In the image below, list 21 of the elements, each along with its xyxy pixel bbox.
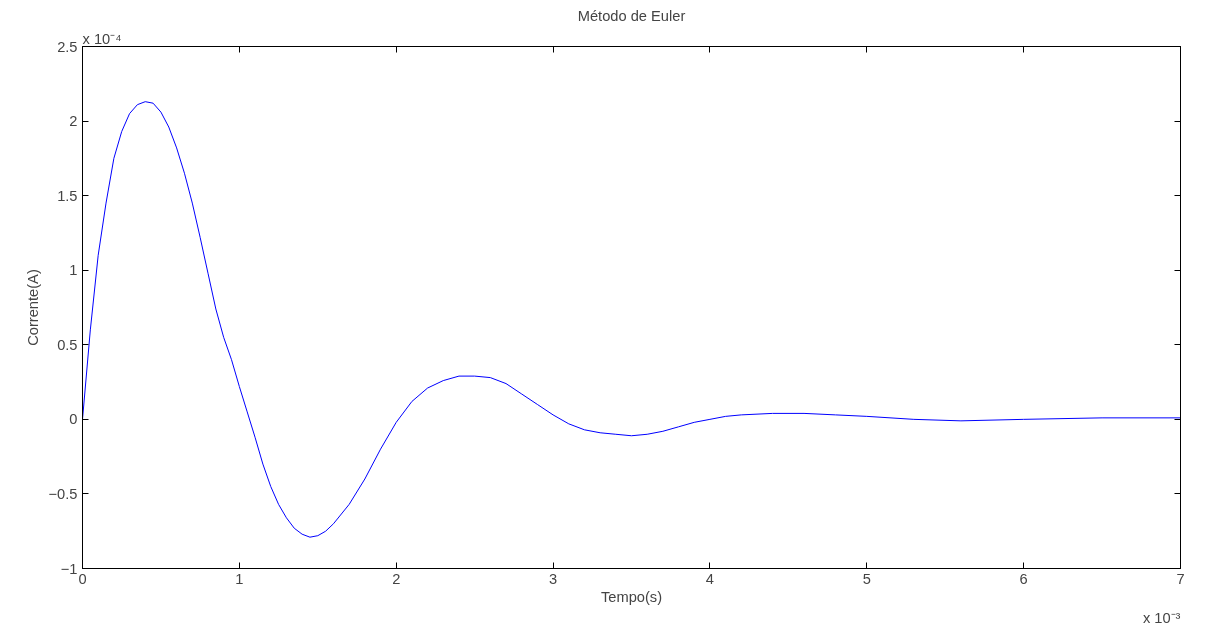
x-axis-title: Tempo(s): [600, 588, 663, 605]
text: x 10⁻⁴: [82, 30, 122, 47]
y-tick-label: 2: [69, 113, 78, 130]
x-tick-label: 7: [1176, 570, 1185, 587]
y-tick-label: −0.5: [48, 485, 78, 502]
y-tick-label: 1.5: [57, 187, 78, 204]
x-tick-label: 1: [235, 570, 244, 587]
y-tick-label: 2.5: [57, 38, 78, 55]
chart-title: Método de Euler: [577, 7, 686, 24]
x-tick-label: 2: [392, 570, 401, 587]
y-tick-label: 1: [69, 262, 78, 279]
x-tick-label: 5: [862, 570, 871, 587]
y-tick-label: 0.5: [57, 336, 78, 353]
y-axis-title: Corrente(A): [24, 269, 41, 346]
x-tick-label: 4: [705, 570, 715, 587]
y-tick-label: −1: [60, 560, 78, 577]
y-tick-label: 0: [69, 411, 78, 428]
line-series: [82, 101, 1181, 538]
text: x 10⁻³: [1142, 609, 1181, 626]
x-tick-label: 3: [549, 570, 558, 587]
x-tick-label: 6: [1019, 570, 1028, 587]
